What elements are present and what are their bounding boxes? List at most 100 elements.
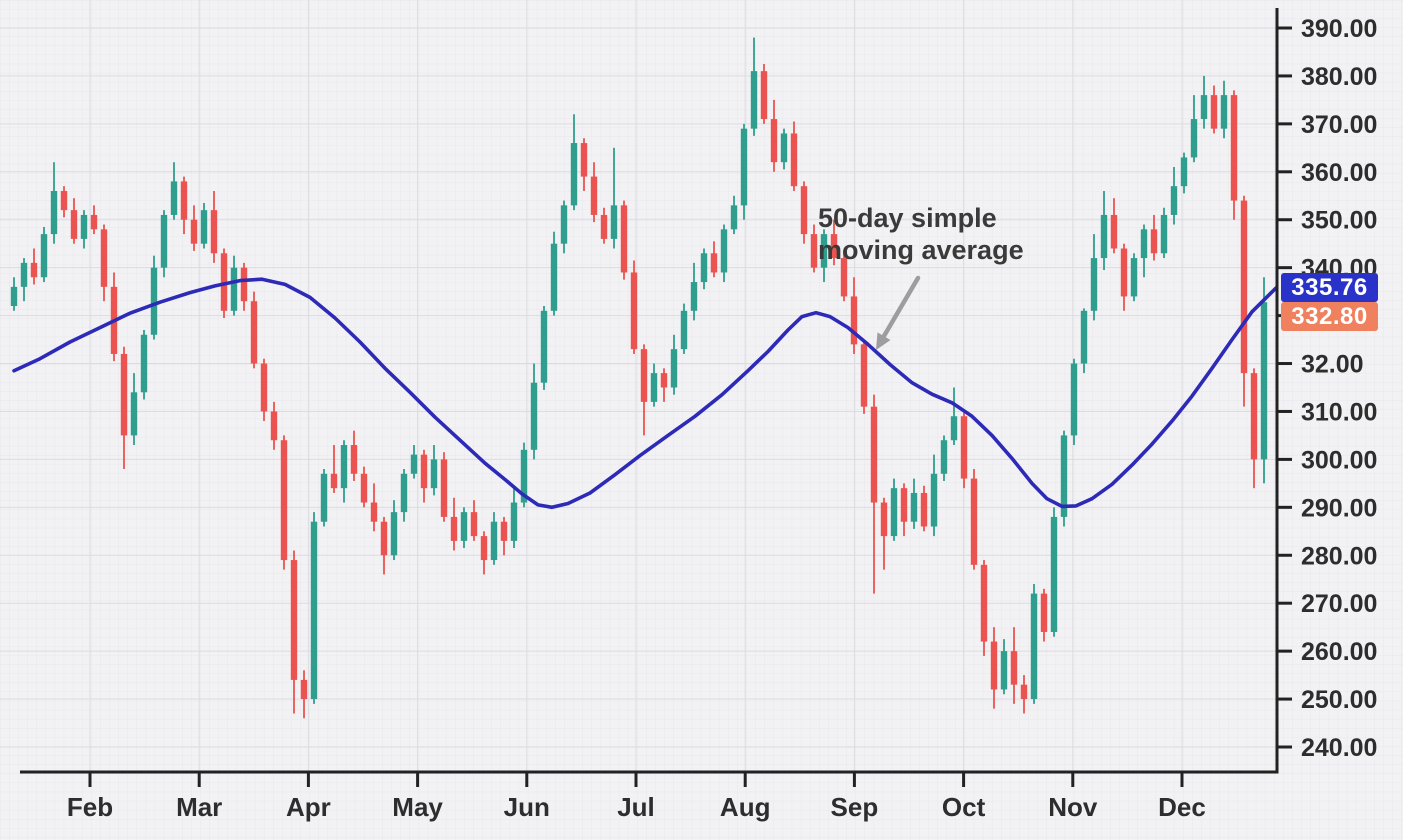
candle-down: [100, 229, 108, 287]
candle-up: [610, 205, 618, 239]
candle-down: [480, 536, 488, 561]
candle-up: [1030, 593, 1038, 700]
candle-down: [860, 344, 868, 407]
candle-down: [190, 219, 198, 244]
candle-up: [150, 267, 158, 335]
candle-down: [580, 143, 588, 177]
candle-up: [430, 459, 438, 489]
candle-down: [970, 478, 978, 565]
candle-up: [50, 190, 58, 235]
candle-up: [1220, 95, 1228, 129]
candle-up: [940, 440, 948, 474]
candle-down: [880, 502, 888, 537]
candle-up: [390, 512, 398, 556]
candle-up: [780, 133, 788, 163]
candle-down: [260, 363, 268, 412]
candle-down: [1210, 95, 1218, 129]
candle-up: [550, 243, 558, 311]
candle-up: [1130, 258, 1138, 297]
arrow-head-icon: [876, 332, 891, 350]
sma-line[interactable]: [12, 277, 1278, 510]
candle-up: [560, 205, 568, 244]
candle-up: [10, 286, 18, 307]
candle-up: [670, 349, 678, 388]
candle-up: [200, 210, 208, 244]
month-tick-label: Nov: [1048, 792, 1098, 822]
candle-up: [930, 473, 938, 527]
candle-up: [510, 502, 518, 541]
candle-down: [1230, 95, 1238, 201]
price-tick-label: 32.00: [1301, 351, 1364, 379]
candle-down: [360, 473, 368, 503]
price-axis[interactable]: [1277, 0, 1403, 772]
candle-up: [1190, 119, 1198, 158]
candle-down: [1020, 684, 1028, 700]
candle-down: [350, 445, 358, 474]
candle-down: [1120, 248, 1128, 297]
candle-up: [20, 262, 28, 287]
candle-up: [1000, 651, 1008, 690]
candle-down: [1250, 373, 1258, 460]
candle-down: [660, 373, 668, 388]
candle-down: [70, 210, 78, 239]
price-tick-label: 360.00: [1301, 159, 1377, 187]
candle-down: [630, 272, 638, 350]
candle-down: [440, 459, 448, 517]
price-tick-label: 390.00: [1301, 15, 1377, 43]
candle-down: [1110, 214, 1118, 249]
candle-up: [130, 392, 138, 436]
candle-up: [1080, 310, 1088, 364]
sma-annotation-line1: 50-day simple: [818, 203, 997, 233]
month-tick-label: Jul: [617, 792, 655, 822]
candle-up: [1050, 516, 1058, 632]
candle-up: [1180, 157, 1188, 187]
candle-down: [710, 253, 718, 273]
candle-down: [990, 641, 998, 690]
candle-down: [790, 133, 798, 187]
candle-down: [450, 516, 458, 541]
candle-up: [1100, 214, 1108, 259]
candle-up: [80, 214, 88, 239]
candle-down: [380, 521, 388, 556]
candle-up: [1160, 214, 1168, 254]
candle-up: [570, 143, 578, 206]
candle-up: [1200, 95, 1208, 120]
candle-up: [410, 454, 418, 474]
candle-up: [140, 334, 148, 393]
candle-down: [980, 564, 988, 642]
month-tick-label: Aug: [720, 792, 771, 822]
time-axis[interactable]: [0, 772, 1277, 840]
candle-up: [340, 445, 348, 489]
candle-down: [240, 267, 248, 302]
candle-up: [230, 267, 238, 311]
candle-down: [640, 349, 648, 402]
sma-annotation: 50-day simple moving average: [818, 202, 1024, 266]
price-tick-label: 370.00: [1301, 111, 1377, 139]
price-tick-label: 270.00: [1301, 590, 1377, 618]
candle-down: [330, 473, 338, 489]
candle-down: [220, 253, 228, 311]
chart-plot-area[interactable]: [0, 0, 1277, 772]
candle-up: [530, 382, 538, 450]
candle-down: [770, 119, 778, 163]
candle-down: [840, 258, 848, 297]
candle-up: [650, 373, 658, 402]
candle-down: [920, 492, 928, 527]
candle-down: [500, 521, 508, 541]
candle-down: [370, 502, 378, 522]
month-tick-label: Dec: [1158, 792, 1206, 822]
candle-down: [250, 301, 258, 364]
candle-down: [760, 71, 768, 120]
candle-down: [590, 176, 598, 215]
candle-down: [870, 406, 878, 503]
price-tick-label: 350.00: [1301, 207, 1377, 235]
month-tick-label: Oct: [942, 792, 986, 822]
sma-value-badge: 335.76: [1281, 273, 1378, 302]
axes: 390.00380.00370.00360.00350.00340.0032.0…: [20, 8, 1377, 822]
arrow-shaft: [881, 275, 921, 339]
candle-up: [490, 521, 498, 561]
candle-up: [400, 473, 408, 513]
candle-down: [290, 560, 298, 680]
